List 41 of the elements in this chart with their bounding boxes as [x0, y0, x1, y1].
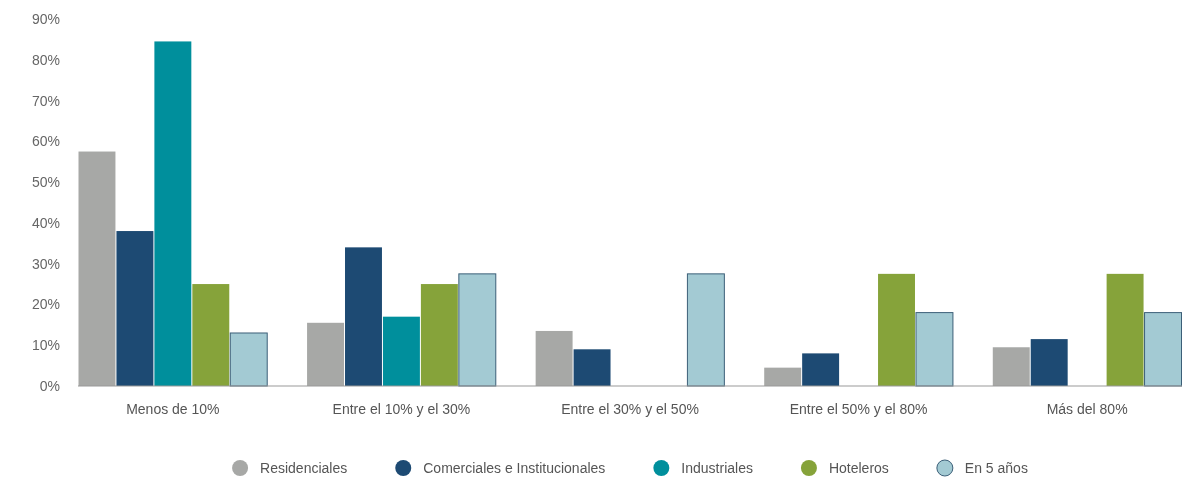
y-tick-label: 40%: [31, 214, 60, 231]
legend-label: Industriales: [681, 460, 753, 476]
y-tick-label: 50%: [31, 174, 60, 191]
x-tick-label: Más del 80%: [1046, 400, 1128, 417]
bar: [458, 273, 497, 387]
bar: [1106, 273, 1144, 386]
legend-label: Residenciales: [260, 460, 348, 476]
x-tick-label: Entre el 30% y el 50%: [561, 400, 699, 417]
x-tick-label: Menos de 10%: [126, 400, 220, 417]
y-tick-label: 0%: [39, 377, 60, 394]
bar: [307, 322, 345, 386]
bar: [1030, 339, 1068, 386]
bar: [78, 151, 116, 386]
bar: [1144, 312, 1182, 387]
bar: [535, 330, 573, 386]
bar: [915, 312, 954, 387]
y-tick-label: 10%: [31, 337, 60, 354]
y-tick-label: 90%: [31, 10, 60, 27]
y-tick-label: 60%: [31, 133, 60, 150]
bar: [382, 316, 420, 386]
bar: [192, 284, 230, 386]
x-tick-label: Entre el 50% y el 80%: [789, 400, 928, 417]
bar: [686, 273, 725, 387]
bar: [764, 367, 802, 386]
bar: [229, 332, 268, 387]
bar: [878, 273, 915, 386]
legend-label: Comerciales e Institucionales: [423, 460, 606, 476]
y-tick-label: 70%: [31, 92, 60, 109]
bar: [154, 41, 192, 386]
bar: [116, 231, 154, 386]
bar: [992, 347, 1030, 386]
bar: [802, 353, 840, 386]
bar: [345, 247, 382, 386]
x-tick-label: Entre el 10% y el 30%: [332, 400, 471, 417]
legend-label: En 5 años: [964, 460, 1028, 476]
bar: [573, 349, 611, 386]
legend-label: Hoteleros: [828, 460, 889, 476]
y-tick-label: 30%: [31, 255, 60, 272]
y-tick-label: 20%: [31, 296, 60, 313]
y-tick-label: 80%: [31, 51, 60, 68]
bar: [420, 284, 458, 386]
